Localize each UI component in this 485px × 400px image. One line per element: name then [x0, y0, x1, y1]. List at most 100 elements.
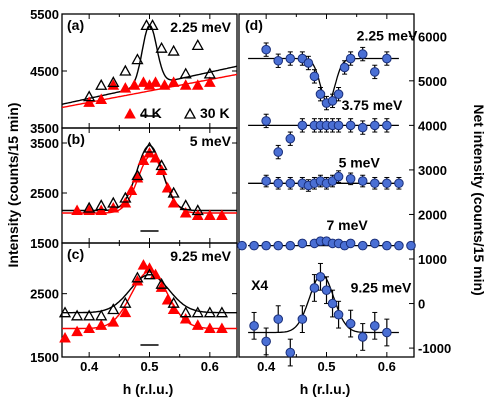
data-point	[303, 58, 314, 68]
data-point	[249, 321, 259, 331]
x-tick-label: 0.6	[378, 359, 396, 374]
energy-label: 5 meV	[339, 155, 381, 171]
data-point	[261, 336, 271, 347]
data-point	[273, 314, 284, 324]
data-point	[261, 116, 271, 126]
data-point	[273, 178, 284, 189]
data-point-30k	[179, 306, 192, 318]
x-tick-label: 0.5	[317, 359, 335, 374]
energy-label: 9.25 meV	[170, 248, 231, 264]
data-point	[285, 53, 296, 64]
data-point	[285, 347, 296, 358]
x-tick-label: 0.4	[257, 359, 276, 374]
energy-label: 2.25 meV	[170, 19, 231, 35]
y-tick-label: 3500	[30, 136, 59, 151]
panel-label: (c)	[67, 246, 84, 262]
x-tick-label: 0.6	[201, 359, 219, 374]
data-point	[285, 178, 296, 189]
data-point	[315, 89, 326, 99]
data-point	[273, 147, 284, 157]
data-point-30k	[95, 78, 108, 90]
data-point-4k	[167, 76, 180, 87]
data-point	[382, 120, 392, 131]
data-point-30k	[95, 199, 108, 211]
data-point	[249, 240, 259, 251]
data-point-4k	[149, 76, 162, 87]
data-point-4k	[167, 303, 180, 314]
fit-line-30k	[62, 273, 237, 314]
data-point-4k	[191, 319, 204, 330]
data-point	[237, 240, 247, 251]
data-point-30k	[203, 67, 216, 79]
y-tick-label: 1500	[30, 350, 59, 365]
data-point-4k	[131, 274, 144, 286]
data-point-4k	[71, 204, 83, 215]
data-point-30k	[119, 191, 132, 203]
data-point-4k	[216, 322, 228, 333]
y-tick-label: -1000	[418, 341, 451, 356]
data-point	[345, 120, 356, 131]
data-point-30k	[83, 90, 96, 102]
data-point	[261, 44, 271, 55]
y-tick-label: 3000	[418, 163, 447, 178]
left-ylabel: Intensity (counts/15 min)	[5, 103, 21, 268]
data-point	[321, 285, 332, 295]
data-point	[357, 332, 368, 342]
data-point-4k	[167, 196, 180, 208]
data-point	[333, 309, 344, 320]
data-point-4k	[95, 93, 108, 104]
panel-label: (b)	[67, 131, 85, 147]
data-point-30k	[203, 306, 216, 318]
data-point	[285, 240, 296, 251]
y-tick-label: 1000	[418, 252, 447, 267]
data-point-30k	[167, 186, 180, 198]
data-point-30k	[191, 39, 204, 50]
data-point-30k	[183, 107, 197, 119]
data-point-30k	[95, 309, 108, 321]
data-point-4k	[203, 76, 216, 87]
data-point-4k	[137, 76, 150, 87]
data-point-4k	[143, 262, 156, 273]
y-tick-label: 5000	[418, 74, 447, 89]
data-point	[357, 49, 368, 59]
data-point-4k	[155, 281, 168, 292]
data-point-30k	[179, 67, 192, 79]
panel-c: 1500 2500 0.4 0.5 0.6 (c) 9.25 meV	[30, 242, 238, 374]
data-point-4k	[161, 181, 174, 193]
data-point-4k	[137, 259, 150, 270]
data-point	[382, 53, 392, 64]
data-point	[369, 178, 380, 189]
y-tick-label: 4000	[418, 118, 447, 133]
data-point	[406, 240, 416, 251]
data-point-4k	[179, 206, 192, 218]
data-point	[357, 122, 368, 133]
data-point-30k	[179, 199, 192, 211]
y-tick-label: 2500	[30, 287, 59, 302]
y-tick-label: 4500	[30, 64, 59, 79]
energy-label: 7 meV	[327, 217, 369, 233]
data-point	[297, 314, 308, 324]
data-point-30k	[70, 309, 84, 321]
data-point	[382, 178, 392, 189]
data-point-4k	[59, 331, 71, 343]
data-point	[394, 240, 404, 251]
data-point-30k	[107, 196, 120, 208]
data-point	[345, 53, 356, 64]
data-point-30k	[83, 309, 96, 321]
right-ylabel: Net intensity (counts/15 min)	[471, 104, 485, 295]
y-tick-label: 0	[418, 297, 425, 312]
panel-d: -1000 0 1000 2000 3000 4000 5000 6000 0.4 0.5 0.6 (…	[237, 13, 451, 374]
data-point	[327, 298, 338, 309]
energy-label: 3.75 meV	[342, 97, 403, 113]
data-point-4k	[216, 209, 228, 220]
data-point	[369, 67, 380, 77]
data-point-4k	[83, 322, 96, 333]
data-point	[333, 89, 344, 99]
data-point-30k	[143, 141, 156, 153]
y-tick-label: 3500	[30, 121, 59, 136]
data-point-30k	[146, 19, 159, 31]
xlabel-right: h (r.l.u.)	[300, 381, 351, 397]
data-point-30k	[143, 268, 156, 280]
data-point-4k	[107, 316, 120, 327]
